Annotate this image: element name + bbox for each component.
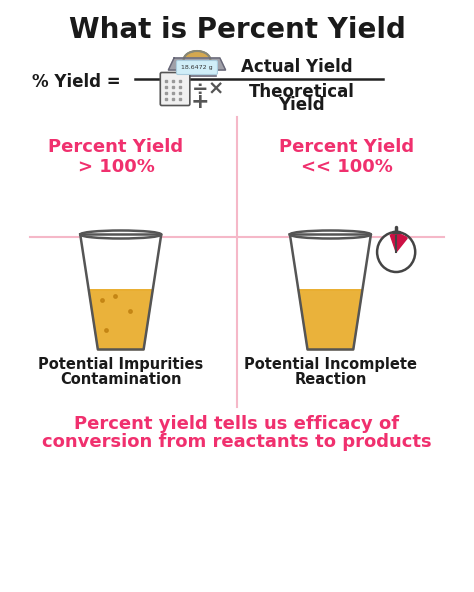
Text: Theoretical: Theoretical	[249, 83, 355, 101]
FancyBboxPatch shape	[160, 72, 190, 105]
Text: Potential Incomplete: Potential Incomplete	[244, 356, 417, 372]
Text: What is Percent Yield: What is Percent Yield	[69, 16, 405, 44]
Text: Potential Impurities: Potential Impurities	[38, 356, 203, 372]
FancyBboxPatch shape	[176, 60, 218, 75]
Polygon shape	[298, 289, 363, 349]
Text: Contamination: Contamination	[60, 372, 182, 387]
Text: Actual Yield: Actual Yield	[241, 58, 353, 76]
Wedge shape	[390, 234, 407, 252]
Polygon shape	[290, 234, 371, 349]
Text: > 100%: > 100%	[78, 158, 155, 176]
Text: % Yield =: % Yield =	[32, 73, 120, 91]
Text: ÷: ÷	[191, 79, 208, 98]
Text: +: +	[191, 92, 209, 112]
Text: ×: ×	[208, 79, 224, 98]
Text: Percent Yield: Percent Yield	[279, 138, 414, 156]
Text: Reaction: Reaction	[294, 372, 366, 387]
Polygon shape	[168, 58, 226, 70]
Text: << 100%: << 100%	[301, 158, 392, 176]
Text: Percent yield tells us efficacy of: Percent yield tells us efficacy of	[74, 415, 400, 433]
Text: conversion from reactants to products: conversion from reactants to products	[42, 433, 432, 451]
Text: 18.6472 g: 18.6472 g	[181, 65, 213, 70]
Circle shape	[377, 232, 415, 272]
Text: Yield: Yield	[279, 96, 325, 114]
Polygon shape	[89, 289, 153, 349]
Text: Percent Yield: Percent Yield	[48, 138, 183, 156]
Polygon shape	[80, 234, 161, 349]
Polygon shape	[183, 51, 210, 60]
